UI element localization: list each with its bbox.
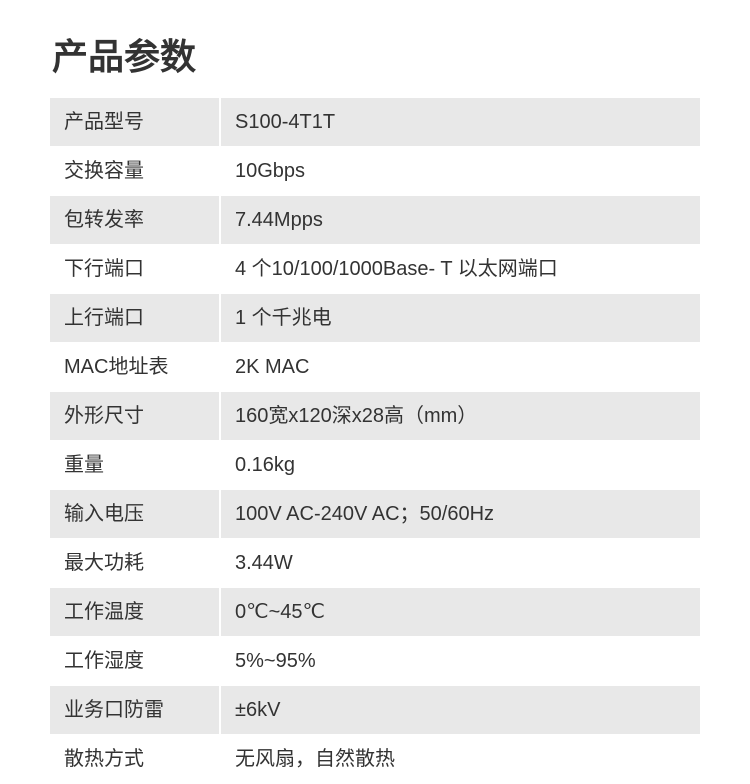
table-row: 散热方式无风扇，自然散热	[50, 735, 700, 784]
spec-label: 上行端口	[50, 294, 220, 343]
spec-label: 下行端口	[50, 245, 220, 294]
spec-label: MAC地址表	[50, 343, 220, 392]
spec-label: 散热方式	[50, 735, 220, 784]
spec-label: 最大功耗	[50, 539, 220, 588]
spec-value: 0.16kg	[220, 441, 700, 490]
table-row: 最大功耗3.44W	[50, 539, 700, 588]
spec-value: 7.44Mpps	[220, 196, 700, 245]
spec-value: 2K MAC	[220, 343, 700, 392]
spec-value: 3.44W	[220, 539, 700, 588]
spec-label: 业务口防雷	[50, 686, 220, 735]
section-title: 产品参数	[52, 28, 700, 80]
table-row: 上行端口1 个千兆电	[50, 294, 700, 343]
spec-value: S100-4T1T	[220, 98, 700, 147]
spec-table-body: 产品型号S100-4T1T交换容量10Gbps包转发率7.44Mpps下行端口4…	[50, 98, 700, 784]
spec-value: 5%~95%	[220, 637, 700, 686]
spec-label: 重量	[50, 441, 220, 490]
spec-label: 交换容量	[50, 147, 220, 196]
table-row: MAC地址表2K MAC	[50, 343, 700, 392]
spec-value: 160宽x120深x28高（mm）	[220, 392, 700, 441]
spec-label: 工作湿度	[50, 637, 220, 686]
spec-label: 产品型号	[50, 98, 220, 147]
table-row: 业务口防雷±6kV	[50, 686, 700, 735]
table-row: 重量0.16kg	[50, 441, 700, 490]
spec-label: 包转发率	[50, 196, 220, 245]
table-row: 外形尺寸160宽x120深x28高（mm）	[50, 392, 700, 441]
spec-value: ±6kV	[220, 686, 700, 735]
table-row: 输入电压100V AC-240V AC；50/60Hz	[50, 490, 700, 539]
table-row: 工作温度0℃~45℃	[50, 588, 700, 637]
table-row: 交换容量10Gbps	[50, 147, 700, 196]
spec-label: 外形尺寸	[50, 392, 220, 441]
spec-value: 4 个10/100/1000Base- T 以太网端口	[220, 245, 700, 294]
spec-value: 无风扇，自然散热	[220, 735, 700, 784]
spec-value: 100V AC-240V AC；50/60Hz	[220, 490, 700, 539]
spec-value: 0℃~45℃	[220, 588, 700, 637]
spec-table: 产品型号S100-4T1T交换容量10Gbps包转发率7.44Mpps下行端口4…	[50, 98, 700, 784]
table-row: 下行端口4 个10/100/1000Base- T 以太网端口	[50, 245, 700, 294]
spec-label: 工作温度	[50, 588, 220, 637]
spec-label: 输入电压	[50, 490, 220, 539]
spec-value: 10Gbps	[220, 147, 700, 196]
spec-value: 1 个千兆电	[220, 294, 700, 343]
table-row: 产品型号S100-4T1T	[50, 98, 700, 147]
table-row: 工作湿度5%~95%	[50, 637, 700, 686]
table-row: 包转发率7.44Mpps	[50, 196, 700, 245]
